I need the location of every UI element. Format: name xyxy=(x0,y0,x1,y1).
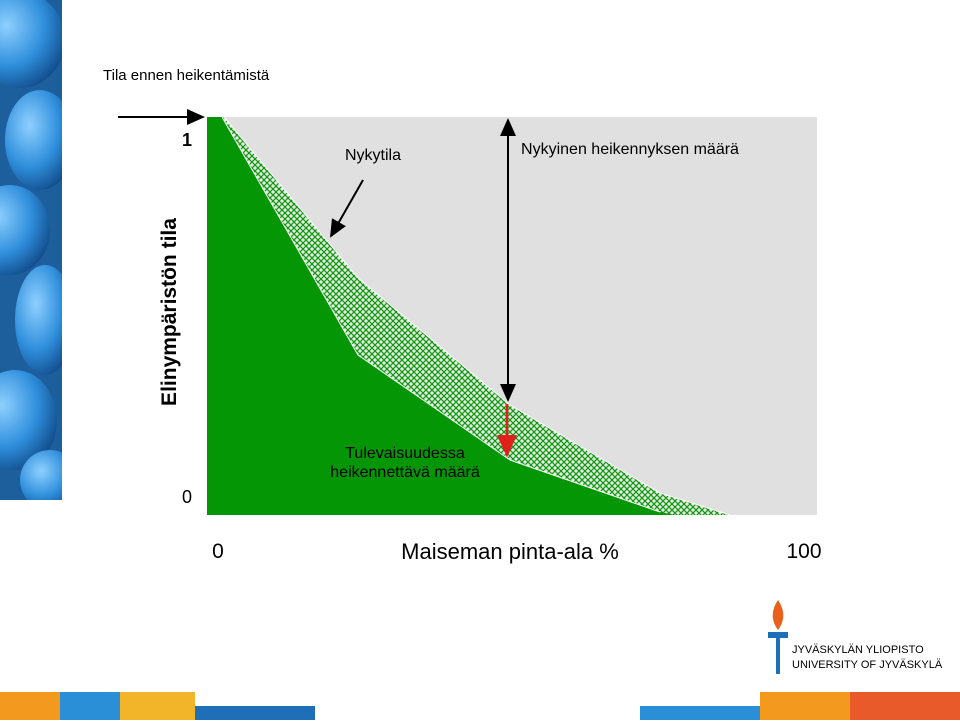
annotation-box: Nykyinen heikennyksen määrä xyxy=(521,141,739,158)
current-state-area xyxy=(207,117,675,515)
slide-title: Tila ennen heikentämistä xyxy=(103,67,270,84)
logo-text: UNIVERSITY OF JYVÄSKYLÄ xyxy=(792,659,943,671)
x-start-label: 0 xyxy=(212,540,224,563)
y-bottom-label: 0 xyxy=(182,487,192,507)
stones-image xyxy=(0,0,62,500)
annotation: Nykyinen heikennyksen määrä xyxy=(521,141,739,158)
annotation: Nykytila xyxy=(345,147,401,164)
band-edge xyxy=(223,116,731,516)
y-axis-label: Elinympäristön tila xyxy=(158,218,181,406)
nykytila-arrow xyxy=(330,179,364,238)
band-edge xyxy=(221,116,661,513)
annotation: Tulevaisuudessa heikennettävä määrä xyxy=(330,445,480,481)
x-axis-label: Maiseman pinta-ala % xyxy=(401,539,619,564)
logo: JYVÄSKYLÄN YLIOPISTO UNIVERSITY OF JYVÄS… xyxy=(768,600,943,674)
y-top-label: 1 xyxy=(182,130,192,150)
logo-text: JYVÄSKYLÄN YLIOPISTO xyxy=(792,644,924,656)
x-end-label: 100 xyxy=(786,540,821,563)
color-bars xyxy=(0,692,960,720)
annotation-box: Tulevaisuudessa heikennettävä määrä xyxy=(330,445,480,481)
